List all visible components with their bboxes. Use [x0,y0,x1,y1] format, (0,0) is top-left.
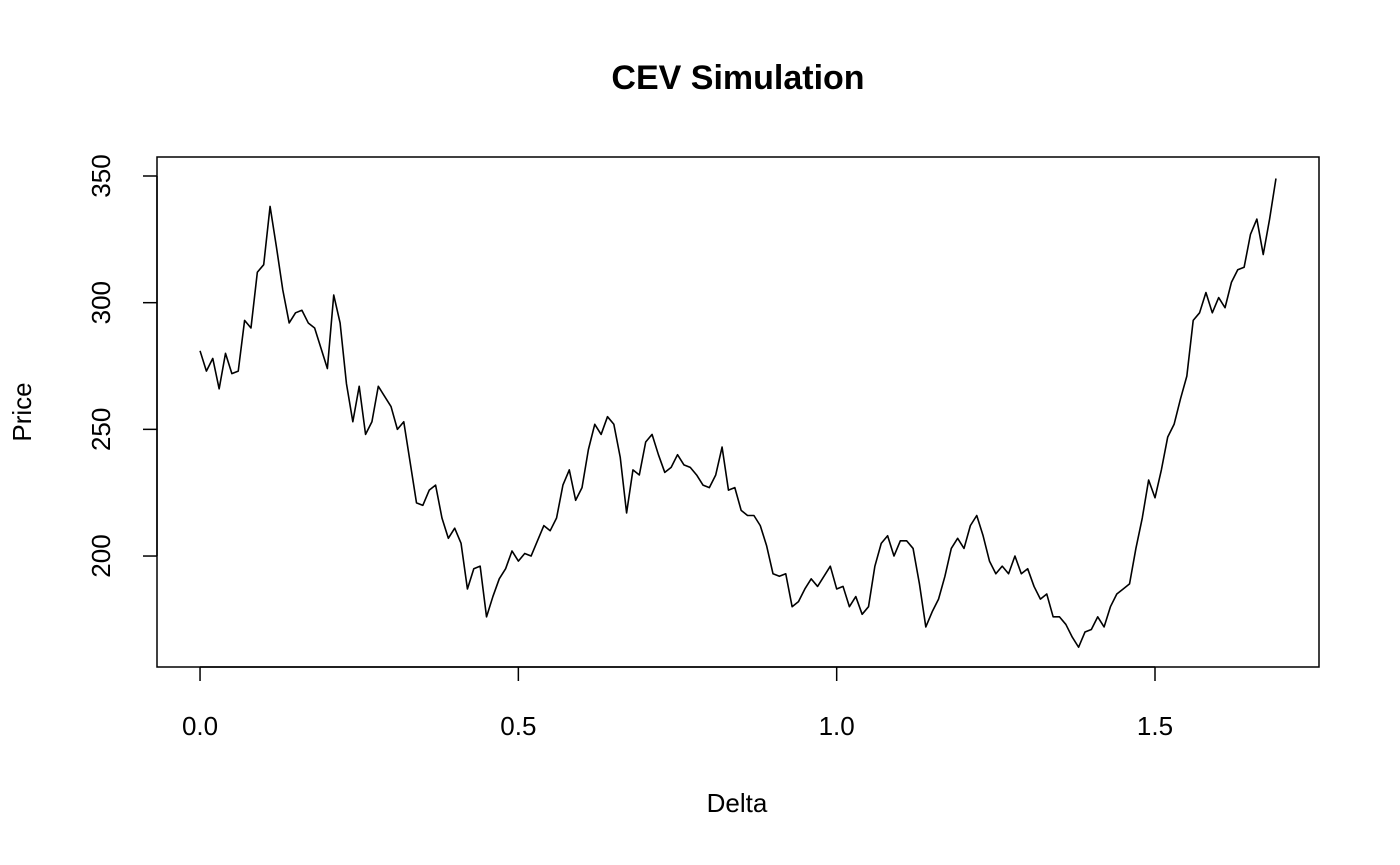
y-tick-label: 250 [86,408,116,451]
x-tick-label: 0.5 [500,711,536,741]
x-tick-label: 1.0 [819,711,855,741]
y-tick-label: 200 [86,534,116,577]
y-axis-label: Price [7,382,37,441]
x-axis-label: Delta [707,788,768,818]
data-line [199,178,1277,649]
x-tick-label: 1.5 [1137,711,1173,741]
chart-title: CEV Simulation [611,59,864,97]
y-tick-label: 350 [86,154,116,197]
y-tick-label: 300 [86,281,116,324]
x-tick-label: 0.0 [182,711,218,741]
